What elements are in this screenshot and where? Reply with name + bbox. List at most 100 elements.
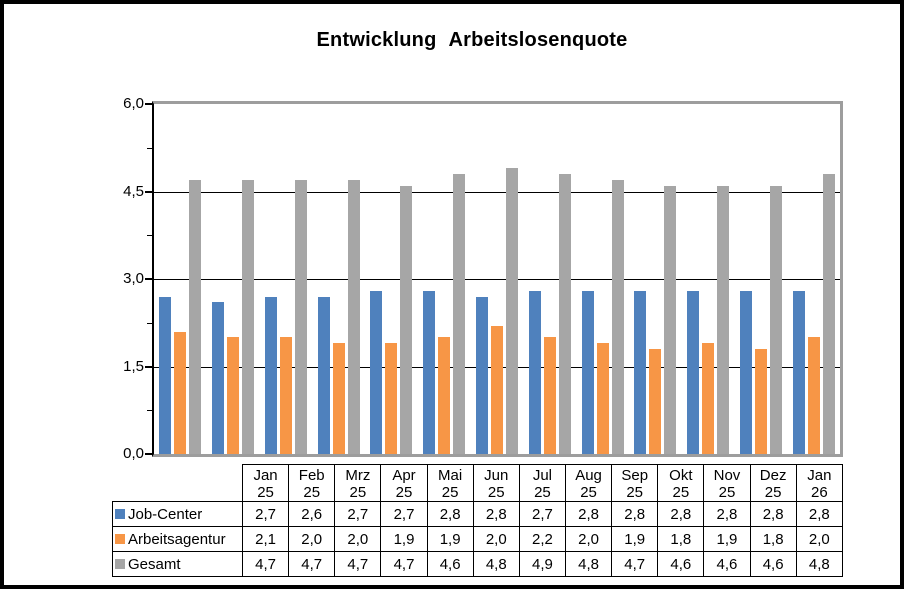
value-cell: 4,6 bbox=[426, 551, 474, 577]
value-cell: 4,6 bbox=[703, 551, 751, 577]
value-cell: 2,2 bbox=[518, 526, 566, 552]
y-axis-major-tick bbox=[145, 453, 152, 455]
value-cell: 4,7 bbox=[334, 551, 382, 577]
chart-bar bbox=[264, 296, 277, 454]
chart-bar bbox=[347, 179, 360, 454]
chart-bar bbox=[611, 179, 624, 454]
value-cell: 2,0 bbox=[334, 526, 382, 552]
value-cell: 4,7 bbox=[380, 551, 428, 577]
month-header-cell: Mai 25 bbox=[426, 464, 474, 502]
month-header-line: 25 bbox=[395, 483, 413, 501]
chart-bar bbox=[453, 174, 466, 454]
series-name: Arbeitsagentur bbox=[128, 530, 226, 548]
table-row: Arbeitsagentur 2,1 2,0 2,0 1,9 1,9 2,0 2,2 2,0 1,… bbox=[112, 526, 844, 552]
chart-bar bbox=[317, 296, 330, 454]
value-cell: 1,9 bbox=[426, 526, 474, 552]
value-cell: 4,8 bbox=[564, 551, 613, 577]
series-label-cell: Job-Center bbox=[112, 501, 243, 527]
table-row: Gesamt 4,7 4,7 4,7 4,7 4,6 4,8 4,9 4,8 4,7 4,6 4,6 4… bbox=[112, 551, 844, 577]
value-cell: 2,8 bbox=[564, 501, 613, 527]
month-header-cell: Feb 25 bbox=[288, 464, 336, 502]
value-cell: 2,1 bbox=[241, 526, 290, 552]
chart-bar bbox=[581, 290, 594, 454]
chart-bar bbox=[332, 343, 345, 454]
chart-bar bbox=[491, 325, 503, 454]
value-cell: 1,9 bbox=[380, 526, 428, 552]
month-header-cell: Jan 26 bbox=[795, 464, 844, 502]
month-header-line: 25 bbox=[580, 483, 597, 501]
y-axis-major-tick bbox=[145, 190, 152, 193]
gridline bbox=[154, 279, 840, 280]
month-header-line: 25 bbox=[303, 483, 321, 501]
month-header-line: 25 bbox=[534, 483, 551, 501]
month-header-cell: Okt 25 bbox=[657, 464, 705, 502]
chart-bar bbox=[506, 168, 518, 454]
chart-bar bbox=[769, 185, 782, 454]
value-cell: 4,9 bbox=[518, 551, 566, 577]
y-axis-tick-label: 3,0 bbox=[123, 270, 144, 287]
value-cell: 4,7 bbox=[241, 551, 290, 577]
month-header-cell: Aug 25 bbox=[564, 464, 613, 502]
data-table-body: Jan 25 Feb 25 Mrz 25 Apr 25 Mai 25 Jun 25 Jul 25 Aug 25… bbox=[112, 464, 844, 577]
chart-bar bbox=[212, 302, 225, 454]
gridline bbox=[154, 191, 840, 193]
value-cell: 2,0 bbox=[795, 526, 844, 552]
value-cell: 4,7 bbox=[288, 551, 336, 577]
chart-bar bbox=[634, 290, 647, 454]
month-header-line: 25 bbox=[764, 483, 782, 501]
table-row: Job-Center 2,7 2,6 2,7 2,7 2,8 2,8 2,7 2,8 2,8 2,8… bbox=[112, 501, 844, 527]
chart-bar bbox=[174, 331, 187, 454]
chart-bar bbox=[807, 337, 820, 454]
month-header-cell: Mrz 25 bbox=[334, 464, 382, 502]
value-cell: 2,8 bbox=[472, 501, 520, 527]
chart-bar bbox=[596, 343, 609, 454]
y-axis-major-tick bbox=[145, 103, 152, 105]
month-header-line: 25 bbox=[257, 483, 274, 501]
month-header-line: Apr bbox=[392, 466, 416, 484]
value-cell: 2,7 bbox=[241, 501, 290, 527]
value-cell: 2,7 bbox=[334, 501, 382, 527]
value-cell: 2,7 bbox=[518, 501, 566, 527]
chart-bar bbox=[189, 179, 202, 454]
month-header-line: 26 bbox=[811, 483, 828, 501]
month-header-line: 25 bbox=[672, 483, 690, 501]
chart-bar bbox=[702, 343, 715, 454]
value-cell: 1,8 bbox=[657, 526, 705, 552]
month-header-line: Mrz bbox=[345, 466, 371, 484]
y-axis-tick-label: 1,5 bbox=[123, 357, 144, 375]
chart-bar bbox=[385, 343, 398, 454]
value-cell: 4,8 bbox=[795, 551, 844, 577]
month-header-line: Sep bbox=[621, 466, 649, 484]
chart-bar bbox=[279, 337, 292, 454]
month-header-line: 25 bbox=[349, 483, 367, 501]
chart-bar bbox=[370, 290, 383, 454]
y-axis-minor-tick bbox=[147, 147, 152, 149]
chart-bar bbox=[476, 296, 488, 454]
value-cell: 4,6 bbox=[657, 551, 705, 577]
month-header-cell: Jun 25 bbox=[472, 464, 520, 502]
value-cell: 4,7 bbox=[611, 551, 659, 577]
chart-bar bbox=[438, 337, 451, 454]
value-cell: 2,8 bbox=[426, 501, 474, 527]
y-axis: 6,0 4,5 3,0 1,5 0,0 bbox=[4, 95, 144, 462]
value-cell: 2,7 bbox=[380, 501, 428, 527]
month-header-line: Jul bbox=[532, 466, 552, 484]
month-header-line: Nov bbox=[713, 466, 741, 484]
y-axis-tick-label: 6,0 bbox=[123, 95, 144, 112]
value-cell: 2,8 bbox=[657, 501, 705, 527]
month-header-line: Aug bbox=[575, 466, 602, 484]
series-name: Job-Center bbox=[128, 505, 203, 523]
chart-bar bbox=[543, 337, 556, 454]
chart-bar bbox=[822, 174, 835, 454]
value-cell: 2,8 bbox=[795, 501, 844, 527]
value-cell: 2,8 bbox=[611, 501, 659, 527]
chart-bar bbox=[754, 349, 767, 454]
month-header-cell: Jan 25 bbox=[241, 464, 290, 502]
table-corner-cell bbox=[113, 465, 243, 502]
legend-key-swatch bbox=[115, 558, 125, 569]
y-axis-minor-tick bbox=[147, 235, 152, 237]
data-table: Jan 25 Feb 25 Mrz 25 Apr 25 Mai 25 Jun 25 Jul 25 Aug 25… bbox=[112, 464, 844, 577]
legend-key-swatch bbox=[115, 508, 125, 519]
y-axis-major-tick bbox=[145, 278, 152, 280]
